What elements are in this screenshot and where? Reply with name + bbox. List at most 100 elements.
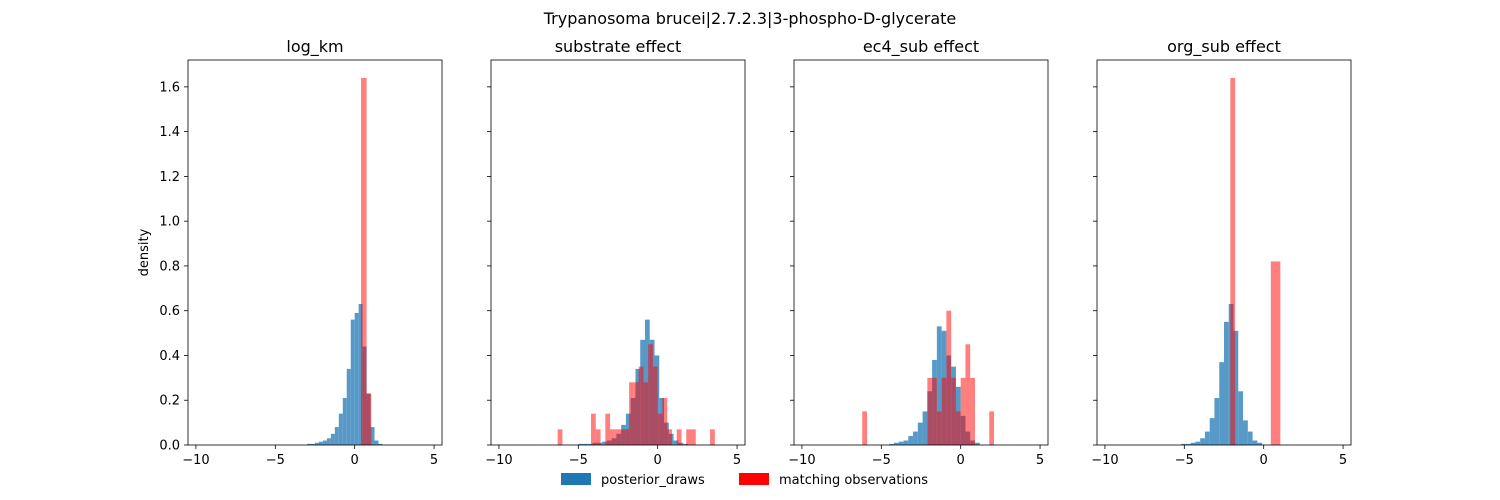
histogram-bar <box>1252 440 1258 445</box>
x-tick-label: −10 <box>182 453 209 468</box>
histogram-bar <box>652 366 658 445</box>
histogram-bar <box>1219 362 1224 445</box>
histogram-bar <box>908 436 914 445</box>
histogram-bar <box>894 442 899 445</box>
histogram-bar <box>683 443 688 445</box>
legend-swatch-observations <box>739 473 769 485</box>
panel-title: org_sub effect <box>1167 37 1281 57</box>
histogram-bar <box>691 429 696 445</box>
histogram-bar <box>946 310 952 445</box>
series-observations <box>557 344 715 445</box>
x-tick-label: 0 <box>1260 453 1268 468</box>
histogram-bar <box>591 413 596 445</box>
histogram-bar <box>862 411 868 445</box>
histogram-bar <box>334 427 339 445</box>
histogram-bar <box>326 438 331 445</box>
x-tick-label: 5 <box>430 453 438 468</box>
y-tick-label: 1.2 <box>159 170 180 185</box>
histogram-bar <box>587 443 593 445</box>
histogram-bar <box>338 413 343 445</box>
y-tick-label: 0.2 <box>159 394 180 409</box>
histogram-bar <box>710 429 715 445</box>
panel-title: log_km <box>286 37 343 57</box>
histogram-bar <box>1181 443 1186 445</box>
histogram-bar <box>936 411 942 445</box>
panel-4: −10 −5 0 5 org_sub effect <box>1091 37 1352 468</box>
panel-2: −10 −5 0 5 substrate effect <box>485 37 746 468</box>
histogram-bar <box>602 441 607 445</box>
histogram-bar <box>624 429 630 445</box>
histogram-bar <box>922 411 928 445</box>
histogram-bar <box>1224 321 1229 445</box>
histogram-bar <box>667 429 672 445</box>
histogram-bar <box>595 429 601 445</box>
histogram-bar <box>1243 420 1248 445</box>
histogram-bar <box>676 429 682 445</box>
histogram-bar <box>1230 77 1236 445</box>
histogram-bar <box>629 382 634 445</box>
legend-swatch-posterior <box>561 473 591 485</box>
panel-3: −10 −5 0 5 ec4_sub effect <box>788 37 1049 468</box>
histogram-bar <box>989 411 995 445</box>
histogram-bar <box>1195 441 1201 445</box>
histogram-bar <box>965 344 971 445</box>
axes-frame <box>1096 59 1352 446</box>
x-tick-label: 0 <box>654 453 662 468</box>
y-tick-label: 1.4 <box>159 125 180 140</box>
histogram-bar <box>644 319 650 445</box>
histogram-bar <box>1257 442 1263 445</box>
histogram-bar <box>315 442 319 445</box>
panel-1: −10 −5 0 5 0.0 0.2 0.4 0.6 0.8 1.0 1.2 1.4 1.6 log_km… <box>137 37 443 468</box>
panel-title: ec4_sub effect <box>863 37 979 57</box>
legend-label-observations: matching observations <box>779 473 928 488</box>
y-axis-label: density <box>137 228 152 276</box>
histogram-bar <box>378 443 383 445</box>
x-tick-label: −5 <box>266 453 285 468</box>
legend: posterior_draws matching observations <box>561 473 928 488</box>
histogram-bar <box>354 312 359 445</box>
histogram-bar <box>358 303 363 445</box>
histogram-bar <box>898 441 904 445</box>
y-tick-label: 0.4 <box>159 349 180 364</box>
x-tick-label: 5 <box>1036 453 1044 468</box>
histogram-bar <box>605 413 611 445</box>
series-posterior <box>1181 303 1263 445</box>
histogram-bar <box>673 440 679 445</box>
x-tick-label: −5 <box>1175 453 1194 468</box>
histogram-bar <box>1204 431 1210 445</box>
histogram-bar <box>936 326 942 445</box>
figure-title: Trypanosoma brucei|2.7.2.3|3-phospho-D-g… <box>543 9 957 28</box>
axes-frame <box>187 59 443 446</box>
histogram-bar <box>610 429 615 445</box>
x-tick-label: 0 <box>351 453 359 468</box>
y-tick-label: 0.6 <box>159 304 180 319</box>
x-tick-label: −10 <box>485 453 512 468</box>
histogram-bar <box>578 443 584 445</box>
x-tick-label: 0 <box>957 453 965 468</box>
histogram-bar <box>342 397 347 445</box>
histogram-bar <box>322 440 327 445</box>
histogram-bar <box>370 427 375 445</box>
y-tick-label: 1.0 <box>159 215 180 230</box>
panel-title: substrate effect <box>555 37 682 56</box>
x-tick-label: −10 <box>788 453 815 468</box>
histogram-bar <box>903 440 909 445</box>
histogram-bar <box>941 377 947 445</box>
histogram-bar <box>638 366 644 445</box>
histogram-bar <box>1209 418 1215 445</box>
histogram-bar <box>346 368 351 445</box>
series-observations <box>862 310 995 445</box>
histogram-bar <box>648 344 653 445</box>
histogram-panels: −10 −5 0 5 0.0 0.2 0.4 0.6 0.8 1.0 1.2 1.4 1.6 log_km… <box>137 37 1352 468</box>
y-tick-label: 1.6 <box>159 80 180 95</box>
histogram-bar <box>1247 431 1253 445</box>
histogram-bar <box>889 443 895 445</box>
histogram-bar <box>932 377 937 445</box>
histogram-bar <box>955 411 961 445</box>
histogram-bar <box>974 442 980 445</box>
histogram-bar <box>583 443 588 445</box>
x-tick-label: −5 <box>872 453 891 468</box>
histogram-bar <box>643 382 649 445</box>
histogram-bar <box>1200 438 1205 445</box>
